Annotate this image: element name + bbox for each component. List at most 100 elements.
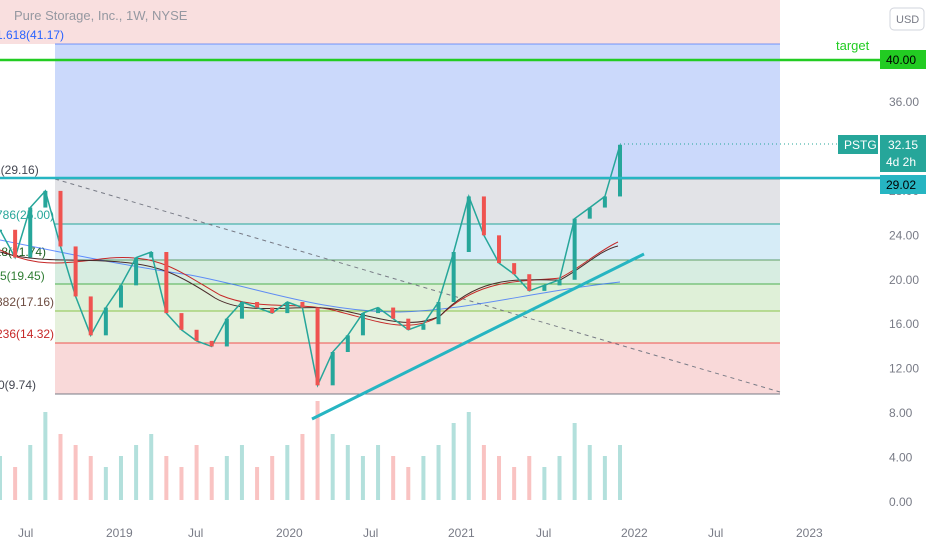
volume-bar — [149, 434, 154, 500]
volume-bar — [209, 467, 214, 500]
candle — [58, 190, 63, 247]
volume-bar — [602, 456, 607, 500]
volume-bar — [618, 445, 622, 500]
candle — [73, 246, 78, 297]
y-tick-label: 12.00 — [889, 362, 919, 376]
candle — [118, 285, 123, 308]
y-tick-label: 16.00 — [889, 317, 919, 331]
candle — [557, 279, 562, 286]
fib-label: 1(29.16) — [0, 163, 39, 177]
candle — [149, 252, 154, 258]
y-tick-label: 24.00 — [889, 228, 919, 242]
candle — [28, 207, 33, 258]
volume-bar — [43, 412, 48, 500]
y-tick-label: 0.00 — [889, 495, 913, 509]
volume-bar — [58, 434, 63, 500]
volume-bar — [103, 467, 108, 500]
x-tick-label: 2019 — [106, 526, 133, 540]
price-line — [0, 144, 621, 388]
fib-label: 0.382(17.16) — [0, 295, 54, 309]
candle — [0, 229, 2, 232]
candle — [285, 302, 290, 314]
volume-bar — [451, 423, 456, 500]
candle — [13, 229, 18, 258]
candle — [618, 144, 622, 197]
currency-label: USD — [896, 14, 919, 26]
ma-dark — [0, 245, 619, 323]
x-tick-label: 2020 — [276, 526, 303, 540]
volume-bar — [391, 456, 396, 500]
volume-bar — [73, 445, 78, 500]
volume-bar — [118, 456, 123, 500]
candle — [255, 302, 260, 308]
volume-bar — [587, 445, 592, 500]
candle — [572, 218, 577, 280]
candle — [466, 196, 471, 252]
y-tick-label: 4.00 — [889, 451, 913, 465]
volume-bar — [572, 423, 577, 500]
volume-bar — [179, 467, 184, 500]
volume-bar — [512, 467, 517, 500]
candle — [345, 335, 350, 352]
x-tick-label: 2022 — [621, 526, 648, 540]
countdown-label: 4d 2h — [886, 155, 916, 169]
volume-bar — [285, 445, 290, 500]
x-tick-label: Jul — [188, 526, 203, 540]
candle — [224, 318, 229, 347]
volume-bar — [376, 445, 381, 500]
fib-label: 0.5(19.45) — [0, 269, 45, 283]
candle — [88, 296, 93, 336]
chart-title: Pure Storage, Inc., 1W, NYSE — [14, 8, 188, 23]
candle — [587, 207, 592, 219]
volume-bar — [421, 456, 426, 500]
y-tick-label: 36.00 — [889, 95, 919, 109]
support-trendline[interactable] — [311, 252, 645, 421]
candle — [481, 196, 486, 236]
volume-bar — [255, 467, 260, 500]
currency-button[interactable]: USD — [889, 7, 925, 31]
candle — [134, 257, 139, 286]
fibonacci-retracement[interactable] — [0, 0, 781, 395]
resistance-price-tag: 29.02 — [880, 175, 926, 194]
moving-averages — [0, 239, 621, 326]
candle — [194, 329, 199, 341]
volume-bar — [557, 456, 562, 500]
volume-bar — [164, 456, 169, 500]
candle — [300, 302, 305, 308]
candle — [527, 274, 532, 291]
volume-bar — [466, 412, 471, 500]
volume-bar — [224, 456, 229, 500]
candle — [451, 252, 456, 302]
volume-bar — [527, 456, 532, 500]
svg-text:40.00: 40.00 — [886, 53, 916, 67]
volume-bar — [13, 467, 18, 500]
candle — [512, 263, 517, 275]
x-tick-label: Jul — [18, 526, 33, 540]
volume-bar — [345, 445, 350, 500]
candle — [103, 307, 108, 336]
fib-level-labels: 1.618(41.17) 1(29.16) 0.786(25.00) 0.618… — [0, 28, 64, 392]
x-tick-label: Jul — [536, 526, 551, 540]
volume-bar — [134, 445, 139, 500]
last-price-label: 32.15 — [888, 138, 918, 152]
volume-bar — [270, 456, 275, 500]
volume-bar — [542, 467, 547, 500]
x-tick-label: 2021 — [448, 526, 475, 540]
candle — [270, 307, 275, 314]
volume-bar — [360, 456, 365, 500]
ma-red — [0, 241, 619, 326]
y-tick-label: 8.00 — [889, 406, 913, 420]
svg-text:29.02: 29.02 — [886, 178, 916, 192]
candle — [43, 190, 48, 208]
candle — [315, 307, 320, 386]
target-price-tag: 40.00 — [880, 50, 926, 69]
volume-bar — [239, 445, 244, 500]
volume-bar — [88, 456, 93, 500]
candle — [602, 196, 607, 208]
candle — [421, 324, 426, 330]
fib-label: 0.786(25.00) — [0, 208, 54, 222]
x-tick-label: Jul — [708, 526, 723, 540]
last-price-tag: PSTG 32.15 4d 2h — [838, 135, 926, 172]
time-axis[interactable]: Jul 2019 Jul 2020 Jul 2021 Jul 2022 Jul 2023 — [18, 526, 823, 540]
